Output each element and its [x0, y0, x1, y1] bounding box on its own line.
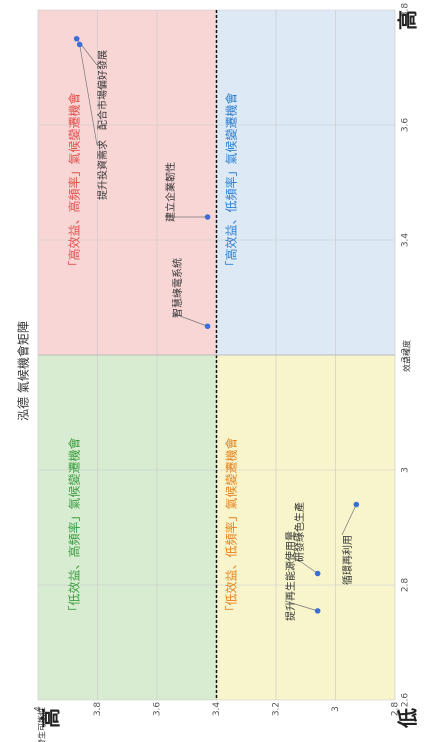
x-tick-label: 3.2 — [401, 348, 411, 362]
quadrant-label: 「低效益、低頻率」氣候變遷機會 — [224, 437, 239, 617]
quadrant — [216, 355, 395, 700]
quadrant-label: 「高效益、低頻率」氣候變遷機會 — [224, 92, 239, 272]
point-label: 研發綠色生產 — [293, 502, 306, 562]
y-tick-label: 2.8 — [391, 702, 401, 717]
x-tick-label: 2.8 — [401, 578, 411, 593]
leader-line — [293, 556, 318, 574]
y-tick-label: 3.6 — [153, 702, 163, 717]
y-axis-title: 發生可能性 — [37, 707, 47, 742]
point — [353, 501, 360, 508]
leader-line — [79, 44, 98, 146]
quadrant — [38, 355, 217, 700]
high-label: 高 — [39, 708, 63, 728]
x-tick-label: 3.8 — [401, 3, 411, 18]
point-label: 建立企業韌性 — [164, 162, 177, 222]
point — [73, 35, 80, 42]
x-tick-label: 3 — [401, 467, 411, 473]
y-tick-label: 4 — [34, 706, 44, 712]
point — [204, 323, 211, 330]
quadrant — [38, 10, 217, 355]
chart-title: 泓德 氣候機會矩陣 — [16, 321, 31, 421]
y-tick-label: 3 — [331, 706, 341, 712]
leader-line — [284, 600, 318, 612]
high-label: 高 — [396, 10, 420, 30]
y-tick-label: 3.2 — [272, 702, 282, 716]
x-axis-title: 效益程度 — [402, 340, 412, 372]
quadrant-label: 「低效益、高頻率」氣候變遷機會 — [67, 437, 82, 617]
point-label: 循環再利用 — [341, 535, 354, 585]
x-tick-label: 3.6 — [401, 118, 411, 133]
quadrant — [216, 10, 395, 355]
leader-line — [341, 504, 357, 536]
point — [76, 41, 83, 48]
y-tick-label: 3.8 — [93, 702, 103, 717]
point-label: 配合市場偏好發展 — [96, 50, 109, 130]
y-tick-label: 3.4 — [212, 702, 222, 717]
x-tick-label: 3.4 — [401, 233, 411, 248]
point-label: 提升再生能源使用量 — [284, 531, 297, 621]
point — [314, 570, 321, 577]
leader-line — [171, 312, 208, 327]
quadrant-label: 「高效益、高頻率」氣候變遷機會 — [67, 92, 82, 272]
x-tick-label: 2.6 — [401, 693, 411, 708]
point — [314, 608, 321, 614]
point-label: 提升投資需求 — [96, 140, 109, 200]
point — [204, 214, 211, 220]
low-label: 低 — [396, 708, 420, 729]
point-label: 智慧綠電系統 — [171, 258, 184, 318]
